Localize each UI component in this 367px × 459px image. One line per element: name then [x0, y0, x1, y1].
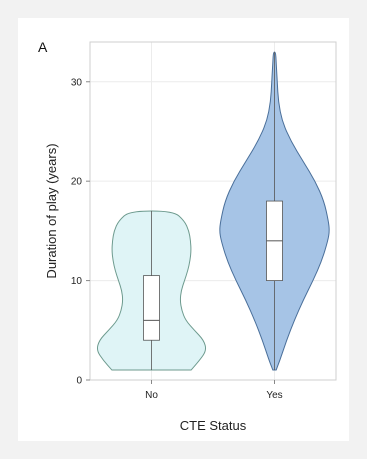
y-tick-label-0: 0: [76, 376, 82, 387]
violins: [96, 51, 330, 371]
chart-panel: 0 10 20 30 No Yes A Duration of play (years) …: [18, 18, 349, 441]
x-axis-title: CTE Status: [180, 418, 247, 433]
box-no: [143, 275, 160, 341]
x-tick-label-yes: Yes: [266, 390, 282, 401]
x-tick-label-no: No: [145, 390, 158, 401]
axes: 0 10 20 30 No Yes: [71, 41, 337, 401]
panel-label: A: [38, 39, 48, 55]
y-tick-label-10: 10: [71, 276, 83, 287]
y-axis-title: Duration of play (years): [44, 143, 59, 278]
y-tick-label-30: 30: [71, 77, 83, 88]
plot-frame: [89, 41, 337, 381]
y-tick-label-20: 20: [71, 177, 83, 188]
